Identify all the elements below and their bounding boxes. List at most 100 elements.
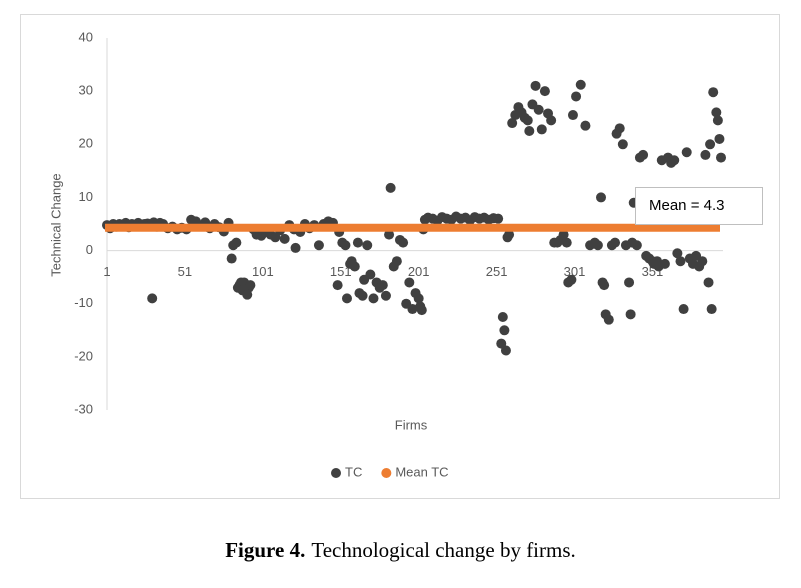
data-point [624,277,635,288]
data-point [571,91,582,102]
data-point [536,124,547,135]
data-point [340,240,351,251]
annotation-box [635,187,763,225]
legend-marker [331,468,341,478]
y-tick-label: -20 [74,348,93,363]
data-point [365,269,376,280]
x-tick-label: 251 [486,264,508,279]
y-tick-label: 40 [79,29,93,44]
data-point [697,256,708,267]
data-point [596,192,607,203]
data-point [499,325,510,336]
caption-text: Technological change by firms. [311,538,576,562]
data-point [672,248,683,259]
data-point [362,240,373,251]
caption: Figure 4. Technological change by firms. [0,538,801,563]
data-point [522,115,533,126]
x-tick-label: 1 [103,264,110,279]
data-point [391,256,402,267]
data-point [561,237,572,248]
data-point [533,104,544,115]
data-point [610,237,621,248]
data-point [524,126,535,136]
data-point [716,152,726,163]
data-point [497,312,508,322]
data-point [413,293,424,304]
x-tick-label: 101 [252,264,274,279]
data-point [678,304,689,315]
legend-label: TC [345,464,362,479]
data-point [603,314,614,325]
data-point [712,115,723,126]
data-point [558,229,569,240]
y-tick-label: -30 [74,401,93,416]
y-tick-label: 0 [86,242,93,257]
data-point [500,345,511,356]
data-point [580,120,591,131]
data-point [357,290,368,301]
y-tick-label: -10 [74,295,93,310]
y-tick-label: 20 [79,136,93,151]
x-tick-label: 201 [408,264,430,279]
data-point [592,240,603,251]
data-point [659,258,670,269]
y-tick-label: 30 [79,83,93,98]
data-point [614,123,625,134]
data-point [530,80,541,91]
data-point [404,277,415,288]
data-point [706,304,717,315]
data-point [504,229,515,240]
data-point [279,233,290,244]
data-point [625,309,636,320]
data-point [575,79,586,90]
data-point [385,182,396,193]
legend-label: Mean TC [395,464,448,479]
caption-label: Figure 4. [225,538,306,562]
data-point [384,229,395,240]
data-point [407,304,418,315]
data-point [349,261,360,272]
data-point [711,107,722,118]
data-point [631,240,642,251]
data-point [368,293,379,304]
data-point [617,139,628,150]
data-point [332,280,343,291]
data-point [313,240,324,251]
data-point [708,87,719,98]
data-point [147,293,158,304]
y-axis-title: Technical Change [48,173,63,276]
data-point [675,256,686,267]
data-point [226,253,237,264]
legend-marker [381,468,392,478]
data-point [714,133,725,144]
x-tick-label: 151 [330,264,352,279]
data-point [493,213,504,224]
data-point [669,155,680,166]
data-point [245,280,256,291]
x-tick-label: 301 [564,264,586,279]
data-point [507,118,518,129]
data-point [539,86,550,97]
data-point [567,110,578,121]
annotation: Mean = 4.3 [649,197,724,214]
data-point [703,277,714,288]
data-point [341,293,352,304]
data-point [705,139,716,150]
y-tick-label: 10 [79,189,93,204]
data-point [546,115,557,126]
data-point [416,305,427,316]
data-point [380,290,391,301]
chart: Technical Change Firms 40 30 20 10 0 -10 -20 -3… [20,14,780,499]
data-point [599,280,610,291]
data-point [377,280,388,291]
data-point [352,237,363,248]
data-point [681,147,692,158]
data-point [231,237,242,248]
x-axis-title: Firms [395,417,428,432]
data-point [700,149,711,160]
data-point [398,237,409,248]
data-point [638,149,649,160]
data-point [566,274,577,285]
x-tick-label: 51 [178,264,192,279]
